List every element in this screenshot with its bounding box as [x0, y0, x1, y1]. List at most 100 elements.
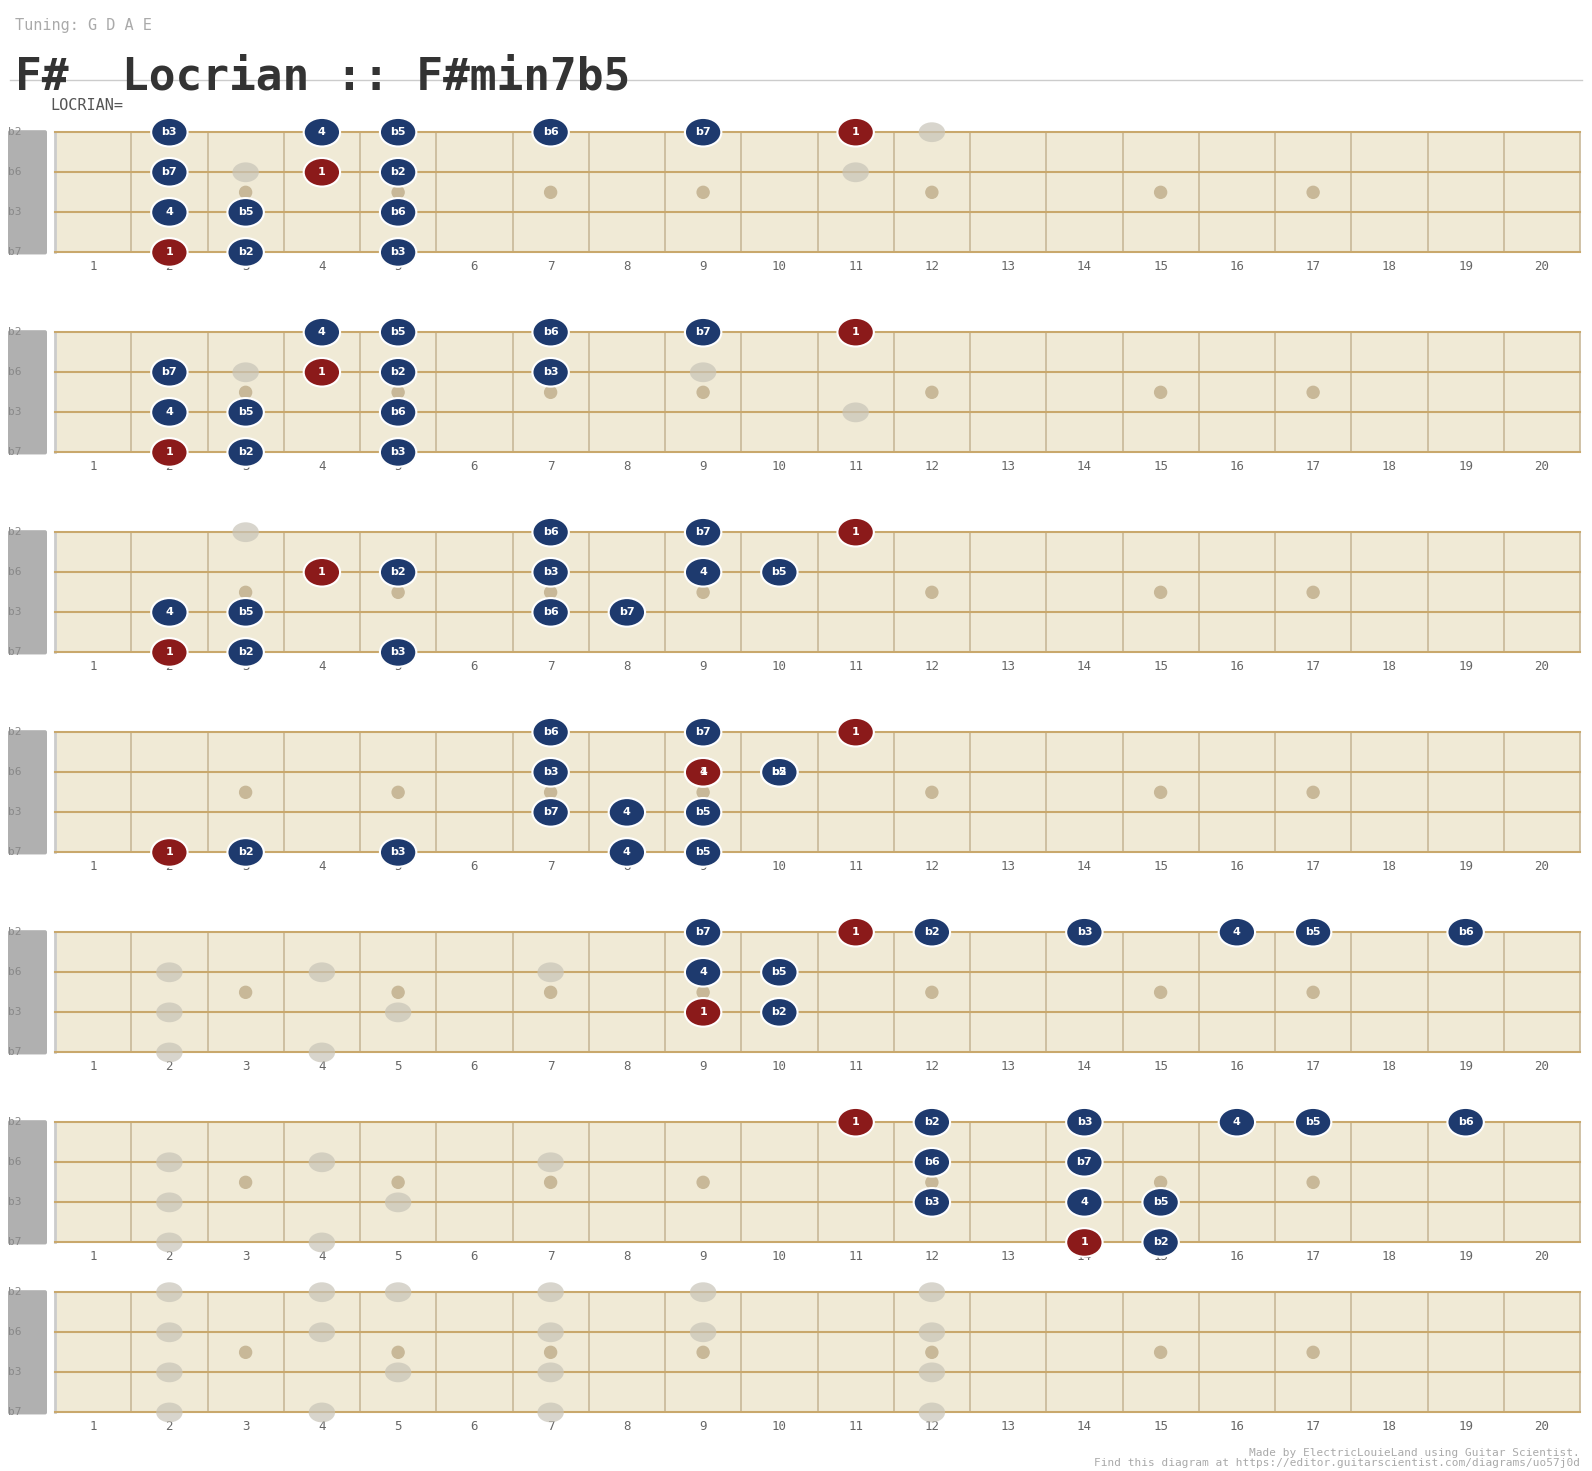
Text: 15: 15 — [1153, 861, 1169, 872]
Ellipse shape — [532, 718, 568, 746]
Ellipse shape — [228, 238, 264, 266]
Text: 11: 11 — [849, 1061, 863, 1072]
Circle shape — [544, 1177, 557, 1189]
Text: 1: 1 — [852, 327, 860, 337]
Text: 14: 14 — [1076, 660, 1092, 672]
Ellipse shape — [151, 438, 188, 466]
Text: b6: b6 — [923, 1158, 939, 1168]
FancyBboxPatch shape — [56, 1122, 1579, 1243]
Ellipse shape — [380, 438, 417, 466]
Text: 12: 12 — [925, 660, 939, 672]
Text: 6: 6 — [471, 861, 478, 872]
Text: b5: b5 — [1305, 1116, 1321, 1127]
Text: 1: 1 — [89, 1250, 97, 1264]
Ellipse shape — [151, 599, 188, 627]
Ellipse shape — [1067, 1228, 1103, 1256]
Circle shape — [544, 987, 557, 999]
Text: b6: b6 — [1458, 1116, 1474, 1127]
Ellipse shape — [532, 118, 568, 147]
Text: 9: 9 — [699, 1250, 707, 1264]
Text: 6: 6 — [471, 1420, 478, 1433]
Circle shape — [240, 1177, 252, 1189]
Ellipse shape — [689, 362, 716, 382]
Text: 17: 17 — [1305, 460, 1321, 474]
FancyBboxPatch shape — [8, 131, 48, 254]
Text: 10: 10 — [772, 660, 786, 672]
FancyBboxPatch shape — [56, 533, 1579, 653]
Text: 3: 3 — [242, 861, 250, 872]
Text: b2: b2 — [772, 1008, 786, 1018]
Ellipse shape — [1067, 1189, 1103, 1217]
Text: b7: b7 — [8, 847, 22, 858]
Text: 2: 2 — [166, 1420, 174, 1433]
Text: 1: 1 — [852, 927, 860, 937]
Text: 19: 19 — [1458, 1061, 1473, 1072]
Ellipse shape — [842, 162, 869, 182]
Text: 6: 6 — [471, 260, 478, 274]
Circle shape — [927, 987, 938, 999]
Ellipse shape — [685, 918, 721, 946]
Circle shape — [697, 587, 708, 599]
Text: 7: 7 — [548, 1420, 554, 1433]
Text: 11: 11 — [849, 1420, 863, 1433]
Ellipse shape — [532, 758, 568, 787]
Text: 9: 9 — [699, 460, 707, 474]
Ellipse shape — [532, 558, 568, 587]
Text: Find this diagram at https://editor.guitarscientist.com/diagrams/uo57j0d: Find this diagram at https://editor.guit… — [1094, 1458, 1579, 1468]
Text: 1: 1 — [699, 1008, 707, 1018]
Text: 18: 18 — [1382, 460, 1396, 474]
Circle shape — [1154, 587, 1167, 599]
Text: b6: b6 — [390, 407, 406, 418]
Text: b3: b3 — [923, 1197, 939, 1208]
Text: 20: 20 — [1535, 660, 1549, 672]
Ellipse shape — [380, 638, 417, 666]
Text: 5: 5 — [395, 1250, 401, 1264]
Circle shape — [240, 1346, 252, 1358]
Ellipse shape — [380, 399, 417, 427]
Circle shape — [927, 787, 938, 799]
Text: b3: b3 — [8, 1197, 22, 1208]
Ellipse shape — [309, 1283, 334, 1302]
Ellipse shape — [156, 1002, 183, 1022]
Text: 4: 4 — [1232, 927, 1240, 937]
Circle shape — [1307, 787, 1320, 799]
Text: b2: b2 — [390, 168, 406, 178]
Text: 5: 5 — [395, 1061, 401, 1072]
Text: 1: 1 — [166, 247, 174, 257]
Ellipse shape — [538, 1283, 564, 1302]
Text: 14: 14 — [1076, 1250, 1092, 1264]
Text: b6: b6 — [543, 127, 559, 137]
Ellipse shape — [151, 238, 188, 266]
Ellipse shape — [228, 638, 264, 666]
Ellipse shape — [685, 997, 721, 1027]
Text: 1: 1 — [318, 568, 326, 577]
Ellipse shape — [1143, 1189, 1178, 1217]
Text: 4: 4 — [1232, 1116, 1240, 1127]
Text: b7: b7 — [161, 168, 177, 178]
Text: 4: 4 — [318, 1250, 326, 1264]
Text: b2: b2 — [8, 127, 22, 137]
Text: 17: 17 — [1305, 260, 1321, 274]
FancyBboxPatch shape — [8, 1290, 48, 1415]
Text: 1: 1 — [89, 861, 97, 872]
Text: 16: 16 — [1229, 260, 1245, 274]
Ellipse shape — [532, 318, 568, 347]
Ellipse shape — [385, 1002, 411, 1022]
Text: 17: 17 — [1305, 1061, 1321, 1072]
Text: 16: 16 — [1229, 660, 1245, 672]
Ellipse shape — [228, 399, 264, 427]
Ellipse shape — [685, 318, 721, 347]
Text: 1: 1 — [699, 768, 707, 777]
Ellipse shape — [156, 1402, 183, 1422]
Text: 1: 1 — [852, 127, 860, 137]
Ellipse shape — [151, 157, 188, 187]
Ellipse shape — [538, 1322, 564, 1342]
Text: b7: b7 — [161, 368, 177, 377]
Text: 1: 1 — [1081, 1237, 1089, 1247]
Text: 4: 4 — [318, 1420, 326, 1433]
Circle shape — [1307, 187, 1320, 199]
Ellipse shape — [232, 162, 259, 182]
Ellipse shape — [761, 958, 798, 987]
Text: 19: 19 — [1458, 260, 1473, 274]
Text: 14: 14 — [1076, 1420, 1092, 1433]
